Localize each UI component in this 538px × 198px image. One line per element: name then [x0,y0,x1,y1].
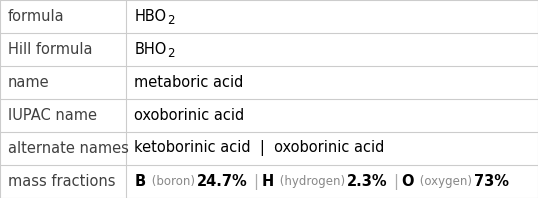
Text: mass fractions: mass fractions [8,174,116,189]
Text: O: O [401,174,414,189]
Text: HBO: HBO [134,9,167,24]
Text: H: H [261,174,273,189]
Text: oxoborinic acid: oxoborinic acid [134,108,245,123]
Text: ketoborinic acid  |  oxoborinic acid: ketoborinic acid | oxoborinic acid [134,141,385,156]
Text: 24.7%: 24.7% [196,174,247,189]
Text: BHO: BHO [134,42,167,57]
Text: 2: 2 [167,47,175,60]
Text: formula: formula [8,9,65,24]
Text: metaboric acid: metaboric acid [134,75,244,90]
Text: (hydrogen): (hydrogen) [275,175,345,188]
Text: (boron): (boron) [147,175,195,188]
Text: 73%: 73% [474,174,509,189]
Text: name: name [8,75,49,90]
Text: Hill formula: Hill formula [8,42,93,57]
Text: 2: 2 [167,14,174,27]
Text: B: B [134,174,146,189]
Text: 2.3%: 2.3% [346,174,387,189]
Text: IUPAC name: IUPAC name [8,108,97,123]
Text: |: | [393,173,398,189]
Text: (oxygen): (oxygen) [416,175,472,188]
Text: alternate names: alternate names [8,141,129,156]
Text: |: | [253,173,258,189]
